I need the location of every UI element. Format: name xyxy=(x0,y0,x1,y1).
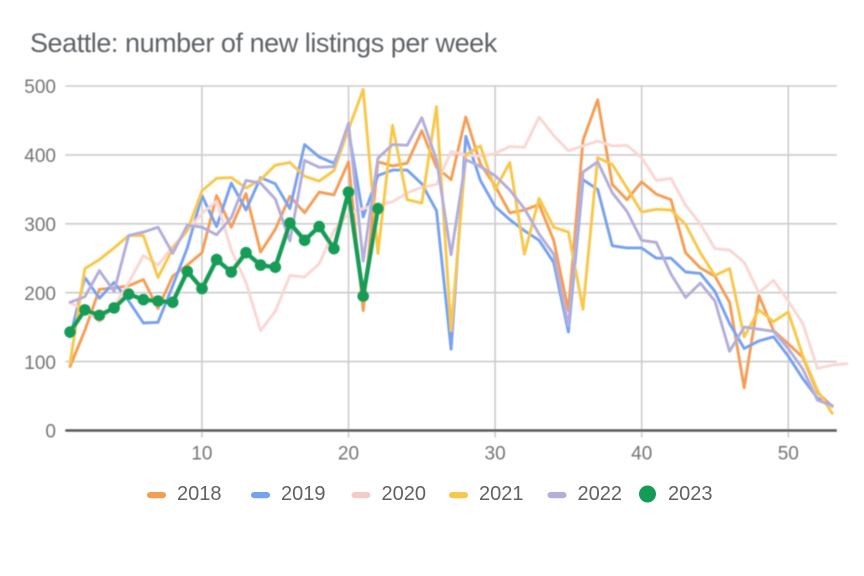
svg-text:500: 500 xyxy=(24,77,56,98)
svg-text:30: 30 xyxy=(485,444,506,465)
svg-text:2020: 2020 xyxy=(382,483,427,505)
svg-text:2022: 2022 xyxy=(578,483,623,505)
svg-text:2023: 2023 xyxy=(668,483,713,505)
svg-text:300: 300 xyxy=(24,215,56,236)
svg-text:200: 200 xyxy=(24,284,56,305)
svg-text:2019: 2019 xyxy=(281,483,326,505)
svg-text:2021: 2021 xyxy=(479,483,524,505)
svg-text:10: 10 xyxy=(191,444,212,465)
svg-text:400: 400 xyxy=(24,146,56,167)
svg-text:50: 50 xyxy=(778,444,799,465)
svg-text:40: 40 xyxy=(631,444,652,465)
svg-text:2018: 2018 xyxy=(177,483,222,505)
svg-text:20: 20 xyxy=(338,444,359,465)
svg-text:100: 100 xyxy=(24,353,56,374)
svg-text:Seattle: number of new listing: Seattle: number of new listings per week xyxy=(30,28,498,58)
svg-text:0: 0 xyxy=(45,422,56,443)
